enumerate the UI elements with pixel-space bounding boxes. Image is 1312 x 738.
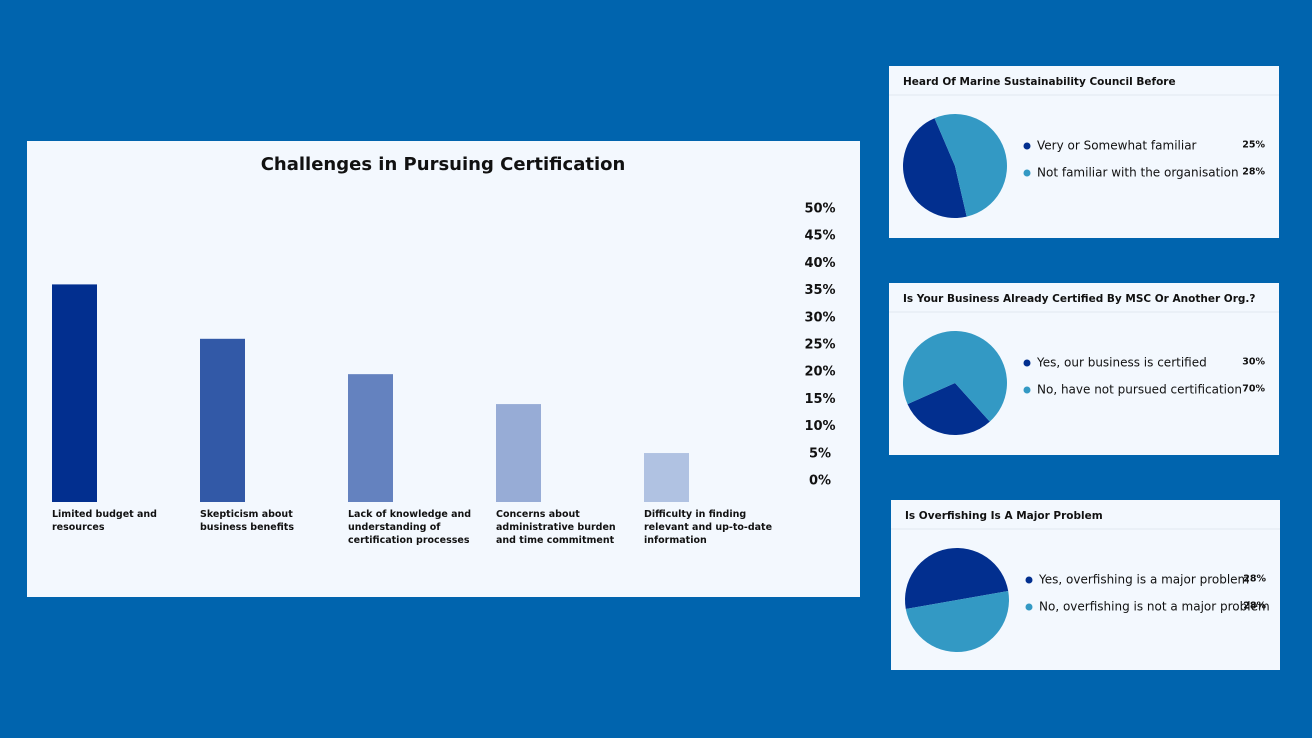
legend-value: 28% <box>1243 574 1266 585</box>
legend-value: 28% <box>1242 167 1265 178</box>
y-tick-label: 20% <box>804 365 835 380</box>
x-tick-label: Skepticism about business benefits <box>200 509 294 533</box>
bar <box>496 404 541 502</box>
panel <box>27 141 860 597</box>
y-tick-label: 0% <box>809 474 831 489</box>
legend-value: 28% <box>1243 601 1266 612</box>
legend-label: No, overfishing is not a major problem <box>1039 600 1270 614</box>
y-tick-label: 5% <box>809 446 831 461</box>
y-tick-label: 35% <box>804 283 835 298</box>
legend-label: Yes, overfishing is a major problem <box>1038 573 1249 587</box>
x-label-box: Lack of knowledge and understanding of c… <box>348 509 472 546</box>
legend-dot <box>1023 169 1031 177</box>
panel-title: Heard Of Marine Sustainability Council B… <box>903 76 1176 88</box>
bar <box>200 338 245 502</box>
x-tick-label: Limited budget and resources <box>52 509 157 533</box>
y-tick-label: 10% <box>804 419 835 434</box>
chart-title: Challenges in Pursuing Certification <box>261 154 626 175</box>
y-tick-label: 25% <box>804 338 835 353</box>
bar <box>348 374 393 502</box>
y-tick-label: 50% <box>804 202 835 217</box>
x-tick-label: Difficulty in finding relevant and up-to… <box>644 509 773 546</box>
x-label-box: Limited budget and resources <box>52 509 157 533</box>
legend-dot <box>1023 142 1031 150</box>
legend-label: Not familiar with the organisation <box>1037 166 1239 180</box>
pie-slice <box>902 118 967 219</box>
pie-slice <box>905 590 1010 653</box>
x-label-box: Skepticism about business benefits <box>200 509 294 533</box>
pie-slice <box>907 383 990 435</box>
legend-dot <box>1025 576 1033 584</box>
y-tick-label: 40% <box>804 256 835 271</box>
legend-label: Very or Somewhat familiar <box>1037 139 1197 153</box>
x-tick-label: Concerns about administrative burden and… <box>496 509 616 546</box>
y-tick-label: 45% <box>804 229 835 244</box>
x-label-box: Concerns about administrative burden and… <box>496 509 616 546</box>
bar <box>52 284 97 502</box>
legend-value: 30% <box>1242 357 1265 368</box>
panel-title: Is Your Business Already Certified By MS… <box>903 293 1255 305</box>
pie-slice <box>934 114 1007 217</box>
x-label-box: Difficulty in finding relevant and up-to… <box>644 509 773 546</box>
legend-label: Yes, our business is certified <box>1036 356 1207 370</box>
bar <box>644 453 689 502</box>
pie-slice <box>903 331 1007 422</box>
x-tick-label: Lack of knowledge and understanding of c… <box>348 509 472 546</box>
legend-value: 70% <box>1242 384 1265 395</box>
y-tick-label: 30% <box>804 310 835 325</box>
legend-dot <box>1023 359 1031 367</box>
y-tick-label: 15% <box>804 392 835 407</box>
legend-dot <box>1025 603 1033 611</box>
legend-dot <box>1023 386 1031 394</box>
panel-title: Is Overfishing Is A Major Problem <box>905 510 1103 522</box>
legend-label: No, have not pursued certification <box>1037 383 1242 397</box>
legend-value: 25% <box>1242 140 1265 151</box>
pie-slice <box>904 548 1009 610</box>
